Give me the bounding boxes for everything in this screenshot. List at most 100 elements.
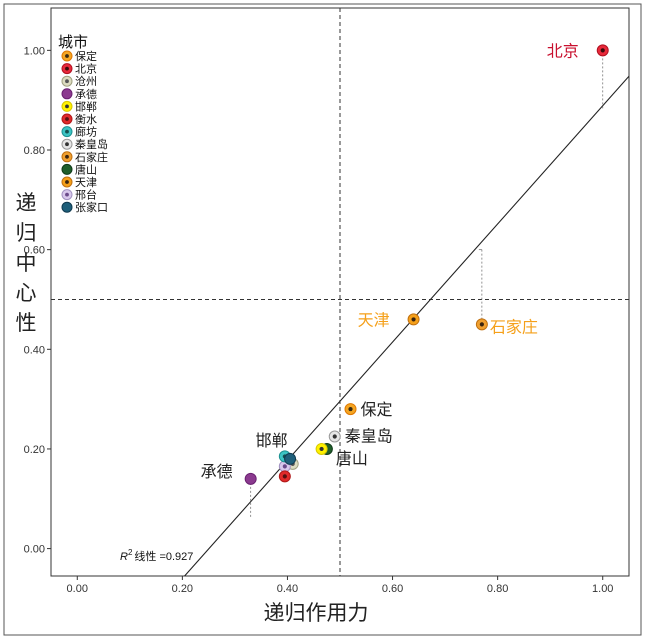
marker-center bbox=[65, 79, 69, 84]
legend-label: 张家口 bbox=[75, 200, 108, 214]
marker-center bbox=[65, 142, 69, 147]
r-squared-text: 线性 =0.927 bbox=[134, 549, 193, 563]
x-tick-label: 0.80 bbox=[487, 583, 508, 595]
legend-marker bbox=[61, 151, 73, 163]
figure-frame bbox=[3, 3, 642, 636]
legend-label: 北京 bbox=[75, 62, 97, 76]
y-tick-label: 0.40 bbox=[24, 344, 45, 356]
data-point bbox=[244, 472, 257, 485]
legend-marker bbox=[61, 138, 73, 150]
marker-center bbox=[348, 406, 353, 412]
marker-center bbox=[282, 474, 287, 479]
marker-center bbox=[332, 434, 337, 439]
points-layer bbox=[244, 44, 609, 485]
legend-label: 保定 bbox=[75, 49, 97, 63]
data-point bbox=[328, 430, 341, 443]
marker-center bbox=[411, 317, 416, 322]
marker-center bbox=[65, 91, 69, 96]
legend-label: 承德 bbox=[75, 87, 97, 101]
marker-center bbox=[65, 154, 69, 159]
marker-center bbox=[65, 54, 69, 58]
marker-center bbox=[65, 129, 69, 134]
marker-center bbox=[248, 476, 253, 481]
point-label: 天津 bbox=[358, 310, 390, 329]
point-label: 邯郸 bbox=[256, 431, 288, 450]
point-label: 承德 bbox=[201, 462, 233, 481]
legend-marker bbox=[61, 176, 73, 188]
point-label: 唐山 bbox=[336, 449, 368, 468]
legend-label: 唐山 bbox=[75, 162, 97, 176]
legend-marker bbox=[61, 189, 73, 201]
legend-marker bbox=[61, 100, 73, 112]
y-axis-title-char: 递 bbox=[16, 191, 37, 215]
x-tick-label: 0.60 bbox=[382, 583, 403, 595]
y-tick-label: 0.60 bbox=[24, 245, 45, 257]
data-point bbox=[407, 313, 420, 326]
legend-marker bbox=[61, 126, 73, 138]
regression-line bbox=[183, 75, 629, 576]
legend-marker bbox=[61, 201, 73, 213]
legend-label: 石家庄 bbox=[75, 150, 108, 164]
legend-marker bbox=[61, 50, 73, 62]
legend-marker bbox=[61, 88, 73, 100]
legend-label: 邯郸 bbox=[75, 99, 97, 113]
marker-center bbox=[65, 192, 69, 197]
marker-center bbox=[65, 205, 69, 210]
data-point bbox=[344, 403, 357, 416]
y-axis-title-char: 归 bbox=[16, 221, 37, 245]
x-axis-ticks: 0.00 0.20 0.40 0.60 0.80 1.00 bbox=[67, 576, 613, 595]
marker-center bbox=[319, 446, 324, 452]
data-point bbox=[284, 452, 297, 465]
marker-center bbox=[600, 48, 605, 53]
legend-marker bbox=[61, 63, 73, 75]
point-label: 秦皇岛 bbox=[345, 426, 393, 445]
marker-center bbox=[65, 104, 69, 109]
legend-title: 城市 bbox=[58, 33, 88, 51]
x-tick-label: 0.40 bbox=[277, 583, 298, 595]
marker-center bbox=[65, 66, 69, 71]
y-axis-title-char: 性 bbox=[16, 311, 37, 335]
legend-label: 邢台 bbox=[75, 188, 97, 202]
x-tick-label: 1.00 bbox=[592, 583, 613, 595]
x-tick-label: 0.20 bbox=[172, 583, 193, 595]
r-squared-symbol: R bbox=[120, 551, 128, 563]
y-axis-title-char: 中 bbox=[16, 251, 37, 275]
point-label: 北京 bbox=[547, 41, 579, 60]
legend-marker bbox=[61, 75, 73, 87]
marker-center bbox=[65, 167, 69, 172]
reference-lines bbox=[51, 8, 629, 576]
y-tick-label: 0.00 bbox=[24, 544, 45, 556]
marker-center bbox=[65, 117, 69, 121]
y-tick-label: 1.00 bbox=[24, 45, 45, 57]
marker-center bbox=[282, 464, 287, 469]
y-axis-title-char: 心 bbox=[16, 281, 37, 305]
drop-lines-layer bbox=[250, 50, 604, 519]
data-point bbox=[475, 318, 488, 331]
fit-line-layer bbox=[183, 75, 629, 576]
y-tick-label: 0.80 bbox=[24, 145, 45, 157]
y-axis-ticks: 0.00 0.20 0.40 0.60 0.80 1.00 bbox=[24, 45, 51, 556]
legend-label: 秦皇岛 bbox=[75, 137, 108, 151]
marker-center bbox=[479, 322, 484, 327]
marker-center bbox=[65, 180, 69, 184]
point-label: 石家庄 bbox=[490, 317, 538, 336]
x-tick-label: 0.00 bbox=[67, 583, 88, 595]
legend-label: 天津 bbox=[75, 176, 97, 189]
r-squared-annotation: R2 线性 =0.927 bbox=[120, 548, 193, 563]
point-label: 保定 bbox=[361, 400, 393, 419]
legend-label: 沧州 bbox=[75, 74, 97, 88]
r-squared-superscript: 2 bbox=[128, 548, 133, 557]
data-point bbox=[278, 470, 291, 483]
legend-marker bbox=[61, 163, 73, 175]
legend-marker bbox=[61, 113, 73, 125]
x-axis-title: 递归作用力 bbox=[264, 601, 369, 625]
legend-label: 衡水 bbox=[75, 113, 97, 126]
data-point bbox=[315, 442, 328, 455]
legend-label: 廊坊 bbox=[75, 125, 97, 139]
data-point bbox=[596, 44, 609, 57]
